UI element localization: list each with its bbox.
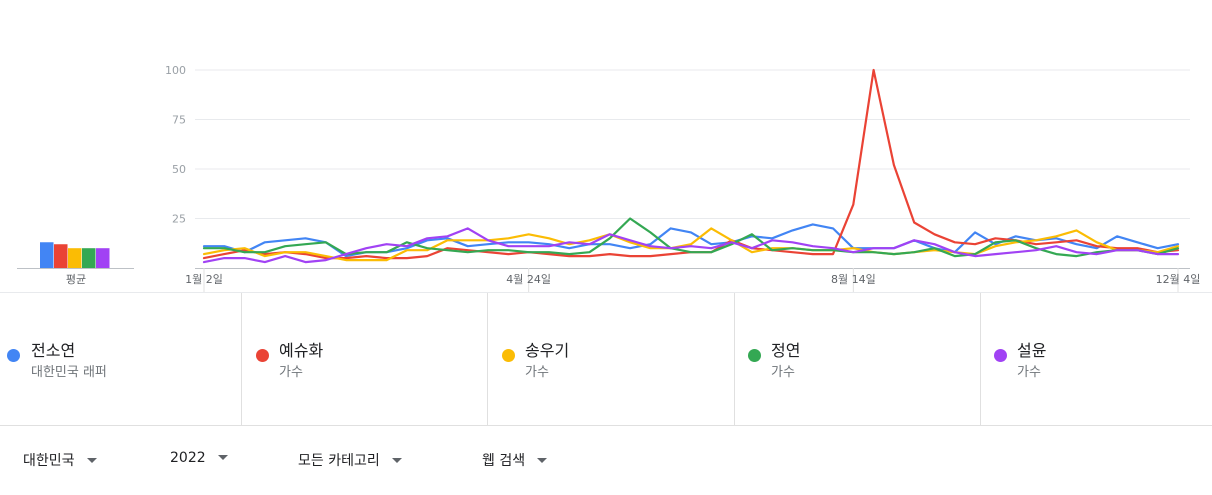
series-line-4 xyxy=(202,217,1180,258)
series-line-5 xyxy=(202,227,1180,264)
year-dropdown-label: 2022 xyxy=(170,450,206,466)
legend-dot-icon xyxy=(256,349,269,362)
legend-term-name: 정연 xyxy=(771,341,801,360)
region-dropdown-label: 대한민국 xyxy=(23,453,75,469)
legend-term-name: 전소연 xyxy=(31,341,76,360)
legend-term-name: 예슈화 xyxy=(279,341,324,360)
x-tick-label: 12월 4일 xyxy=(1156,272,1201,286)
legend-term-name: 설윤 xyxy=(1017,341,1047,360)
legend-term-type: 가수 xyxy=(1017,365,1041,380)
legend-dot-icon xyxy=(7,349,20,362)
search-type-dropdown[interactable]: 웹 검색 xyxy=(482,450,548,470)
legend-item-songwoogi[interactable]: 송우기 가수 xyxy=(487,293,734,426)
category-dropdown[interactable]: 모든 카테고리 xyxy=(298,450,402,470)
average-bar xyxy=(96,248,110,268)
legend-dot-icon xyxy=(502,349,515,362)
filter-bar: 대한민국 2022 모든 카테고리 웹 검색 xyxy=(0,425,1212,495)
legend-term-type: 대한민국 래퍼 xyxy=(31,365,107,380)
y-tick-label: 25 xyxy=(172,213,186,226)
legend: 전소연 대한민국 래퍼 예슈화 가수 송우기 가수 정연 가수 설윤 가수 xyxy=(0,292,1212,426)
dropdown-caret-icon xyxy=(391,457,402,463)
legend-item-jeongyeon[interactable]: 정연 가수 xyxy=(734,293,980,426)
average-label: 평균 xyxy=(66,273,86,286)
category-dropdown-label: 모든 카테고리 xyxy=(298,453,380,469)
legend-item-yeshuhwa[interactable]: 예슈화 가수 xyxy=(241,293,487,426)
average-bar xyxy=(82,248,96,268)
dropdown-caret-icon xyxy=(217,454,228,460)
dropdown-caret-icon xyxy=(537,457,548,463)
average-bar xyxy=(54,244,68,268)
trend-chart[interactable]: 25 50 75 100 1월 2일 4월 24일 8월 14일 12월 4일 평균 xyxy=(0,0,1212,292)
legend-term-name: 송우기 xyxy=(525,341,570,360)
y-tick-label: 50 xyxy=(172,163,186,176)
region-dropdown[interactable]: 대한민국 xyxy=(23,450,97,470)
y-tick-label: 100 xyxy=(165,64,186,77)
legend-term-type: 가수 xyxy=(279,365,303,380)
legend-dot-icon xyxy=(748,349,761,362)
legend-term-type: 가수 xyxy=(771,365,795,380)
legend-item-seolyoon[interactable]: 설윤 가수 xyxy=(980,293,1212,426)
legend-dot-icon xyxy=(994,349,1007,362)
x-tick-label: 4월 24일 xyxy=(506,272,551,286)
series-line-3 xyxy=(202,227,1180,262)
x-tick-label: 8월 14일 xyxy=(831,272,876,286)
y-tick-label: 75 xyxy=(172,114,186,127)
year-dropdown[interactable]: 2022 xyxy=(170,450,228,466)
series-line-2 xyxy=(202,68,1180,260)
search-type-dropdown-label: 웹 검색 xyxy=(482,453,526,469)
average-bar xyxy=(40,242,54,268)
dropdown-caret-icon xyxy=(86,457,97,463)
x-tick-label: 1월 2일 xyxy=(185,272,223,286)
legend-term-type: 가수 xyxy=(525,365,549,380)
average-bar xyxy=(68,248,82,268)
legend-item-jeonsoyeon[interactable]: 전소연 대한민국 래퍼 xyxy=(0,293,241,426)
trend-chart-svg: 25 50 75 100 1월 2일 4월 24일 8월 14일 12월 4일 평균 xyxy=(17,64,1201,292)
